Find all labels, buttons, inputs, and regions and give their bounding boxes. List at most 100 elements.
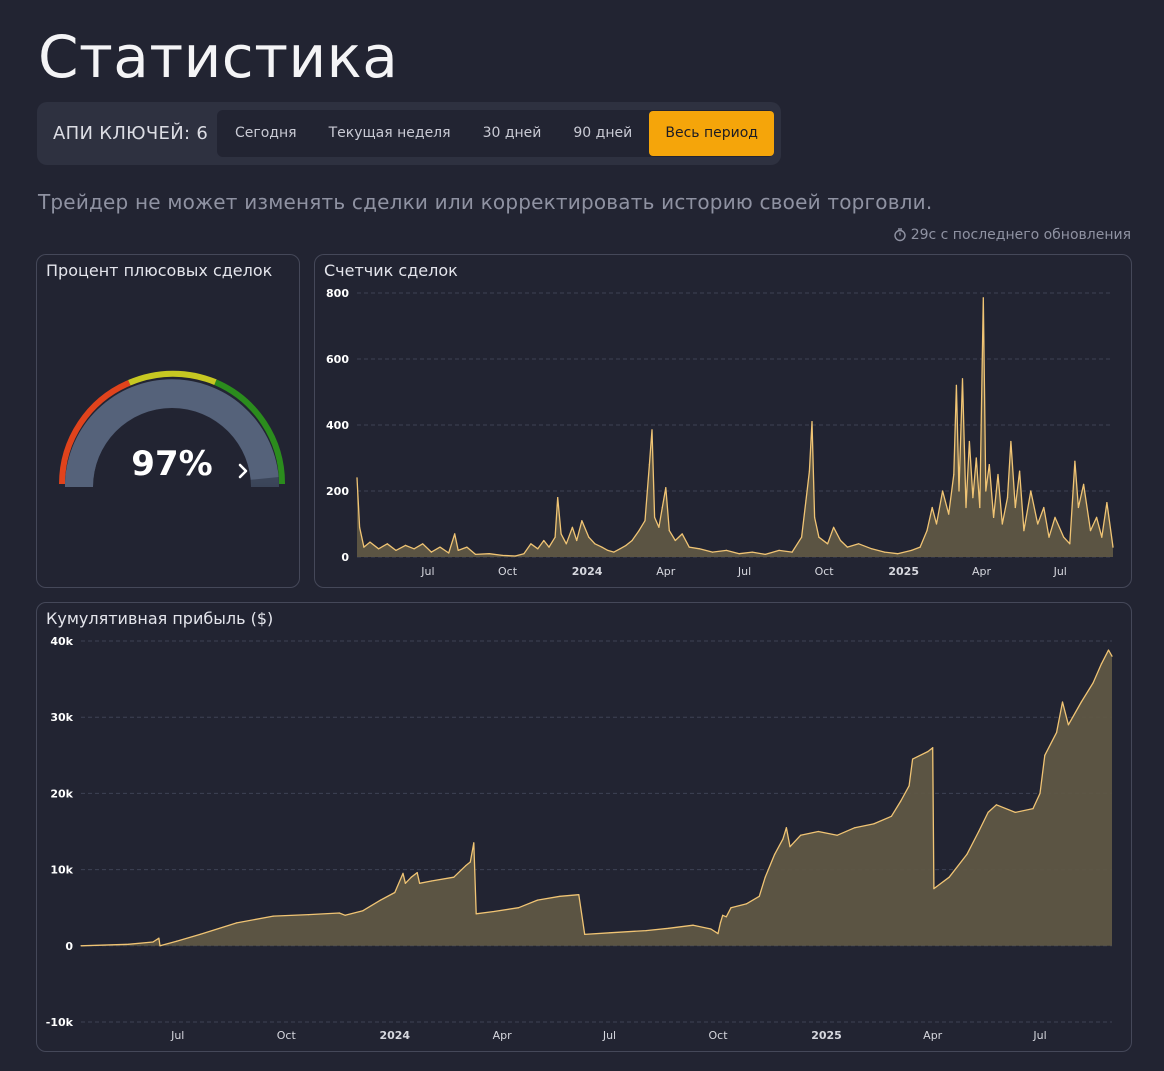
data-point	[1067, 724, 1069, 726]
x-tick-label: Jul	[170, 1029, 184, 1042]
data-point	[926, 530, 928, 532]
period-30-days-button[interactable]: 30 дней	[482, 125, 542, 141]
data-point	[594, 543, 596, 545]
data-point	[839, 539, 842, 542]
y-tick-label: 20k	[50, 787, 73, 800]
data-point	[912, 758, 914, 760]
data-point	[800, 834, 802, 836]
period-today-button[interactable]: Сегодня	[235, 125, 297, 141]
data-point	[554, 536, 556, 538]
data-point	[386, 543, 388, 545]
data-point	[1101, 536, 1103, 538]
data-point	[199, 933, 201, 935]
data-point	[448, 552, 450, 554]
data-point	[1044, 754, 1046, 756]
data-point	[814, 516, 816, 518]
data-point	[1032, 808, 1034, 810]
data-point	[338, 912, 340, 914]
period-90-days-button[interactable]: 90 дней	[573, 125, 633, 141]
data-point	[395, 549, 397, 551]
data-point	[774, 853, 776, 855]
data-point	[416, 872, 418, 874]
data-point	[578, 894, 580, 896]
data-point	[619, 548, 621, 550]
y-tick-label: 400	[326, 419, 349, 432]
data-point	[651, 429, 653, 431]
x-tick-label: Apr	[972, 565, 992, 578]
data-point	[811, 421, 813, 423]
data-point	[975, 457, 977, 459]
data-point	[725, 916, 727, 918]
data-point	[979, 506, 981, 509]
gauge-segment-green	[214, 379, 286, 485]
data-point	[785, 827, 788, 829]
y-tick-label: 800	[326, 287, 349, 300]
data-point	[439, 546, 441, 548]
data-point	[410, 876, 412, 878]
data-point	[1111, 655, 1113, 657]
data-point	[469, 861, 471, 863]
data-point	[858, 543, 860, 545]
data-point	[884, 551, 886, 553]
data-point	[982, 297, 984, 299]
data-point	[430, 551, 432, 553]
data-point	[958, 490, 960, 492]
data-point	[900, 800, 902, 802]
x-tick-label: Oct	[277, 1029, 297, 1042]
trade-counter-card: Счетчик сделок 0 200 400 600 800 Jul Oct 2024 Ap…	[314, 254, 1132, 588]
data-point	[152, 941, 154, 943]
trade-counter-title: Счетчик сделок	[324, 261, 458, 280]
x-tick-label: Oct	[815, 565, 835, 578]
data-point	[625, 544, 627, 546]
series-line	[356, 297, 1114, 557]
data-point	[935, 523, 938, 525]
data-point	[613, 551, 615, 553]
period-week-button[interactable]: Текущая неделя	[328, 125, 451, 141]
data-point	[738, 553, 740, 555]
data-point	[1056, 731, 1058, 733]
data-point	[1030, 490, 1032, 492]
y-tick-label: 200	[326, 485, 349, 498]
x-tick-label: Oct	[498, 565, 518, 578]
data-point	[908, 785, 910, 787]
data-point	[948, 513, 950, 515]
data-point	[968, 440, 971, 443]
data-point	[523, 553, 525, 555]
data-point	[751, 551, 753, 553]
data-point	[488, 553, 490, 555]
data-point	[560, 533, 562, 535]
data-point	[961, 378, 964, 380]
y-tick-label: 10k	[50, 864, 73, 877]
data-point	[453, 876, 455, 878]
data-point	[493, 910, 495, 913]
data-point	[530, 543, 532, 545]
data-point	[933, 888, 935, 890]
last-update-status: 29с с последнего обновления	[893, 227, 1131, 243]
data-point	[557, 497, 559, 499]
data-point	[369, 541, 371, 543]
period-selector: Сегодня Текущая неделя 30 дней 90 дней В…	[217, 110, 774, 157]
y-tick-label: 40k	[50, 635, 73, 648]
data-point	[466, 546, 468, 548]
data-point	[953, 473, 955, 476]
x-tick-label: Jul	[420, 565, 434, 578]
x-tick-label: 2025	[888, 565, 919, 578]
data-point	[789, 846, 791, 848]
x-tick-label: Apr	[493, 1029, 513, 1042]
data-point	[543, 539, 545, 542]
data-point	[159, 945, 161, 947]
data-point	[1048, 536, 1050, 538]
data-point	[665, 487, 667, 489]
data-point	[717, 933, 719, 935]
data-point	[308, 914, 310, 916]
y-tick-label: -10k	[46, 1016, 74, 1029]
period-all-time-button[interactable]: Весь период	[649, 111, 774, 156]
data-point	[404, 882, 406, 884]
page-title: Статистика	[38, 23, 399, 91]
data-point	[758, 895, 760, 897]
data-point	[942, 490, 944, 492]
data-point	[692, 924, 694, 926]
data-point	[965, 506, 967, 509]
data-point	[80, 945, 82, 947]
data-point	[1037, 523, 1039, 525]
